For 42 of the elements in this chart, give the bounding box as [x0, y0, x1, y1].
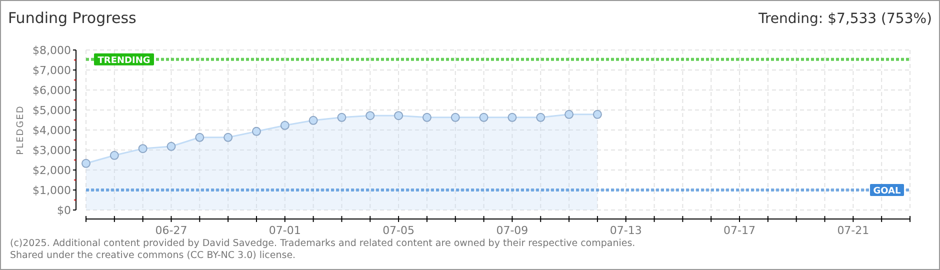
ref-line-label: TRENDING: [98, 56, 150, 66]
y-tick-label: $8,000: [32, 44, 71, 57]
y-tick-label: $4,000: [32, 124, 71, 137]
y-tick-label: $1,000: [32, 184, 71, 197]
point: [508, 112, 517, 122]
point: [337, 112, 346, 122]
point: [479, 112, 488, 122]
point: [422, 112, 432, 122]
point: [252, 126, 261, 136]
point: [224, 132, 233, 142]
y-tick-label: $6,000: [32, 84, 71, 97]
ref-line-label: GOAL: [873, 186, 902, 196]
y-tick-label: $2,000: [32, 164, 71, 177]
x-tick-label: 07-01: [268, 224, 301, 237]
y-tick-label: $7,000: [32, 64, 71, 77]
x-tick-label: 07-09: [496, 224, 528, 237]
point: [110, 150, 119, 160]
point: [450, 112, 460, 122]
y-axis-title: PLEDGED: [16, 105, 26, 155]
y-tick-label: $3,000: [32, 144, 71, 157]
point: [280, 120, 290, 130]
text: (c)2025. Additional content provided by David Savedge. Trademarks and related content are owned by their respective companies.: [10, 238, 636, 249]
point: [394, 111, 404, 120]
x-tick-label: 07-17: [724, 224, 756, 237]
x-tick-label: 06-27: [155, 224, 188, 237]
point: [138, 144, 148, 154]
y-tick-label: $0: [57, 204, 71, 217]
point: [564, 110, 574, 119]
point: [195, 132, 204, 142]
chart-subtitle: Trending: $7,533 (753%): [757, 11, 932, 27]
point: [82, 158, 90, 168]
text: Shared under the creative commons (CC BY-NC 3.0) license.: [10, 250, 296, 261]
x-tick-label: 07-05: [382, 224, 415, 237]
point: [536, 112, 546, 122]
x-tick-label: 07-13: [610, 224, 642, 237]
y-tick-label: $5,000: [32, 104, 71, 117]
point: [592, 110, 602, 119]
chart-title: Funding Progress: [8, 9, 137, 27]
point: [308, 116, 318, 125]
point: [366, 111, 375, 120]
x-tick-label: 07-21: [837, 224, 870, 237]
point: [166, 142, 176, 151]
